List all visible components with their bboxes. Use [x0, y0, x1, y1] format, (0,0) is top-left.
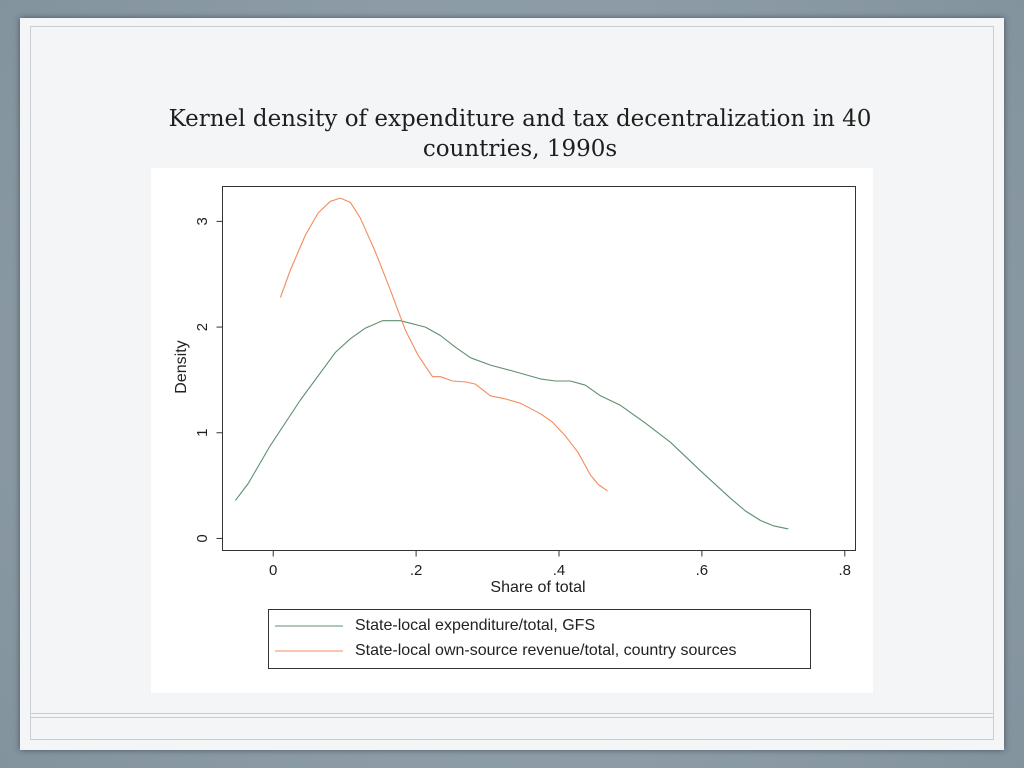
density-chart: 0 .2 .4 .6 .8 0 1 2 3 Density Share of total St…	[173, 186, 856, 669]
slide-title-line-1: Kernel density of expenditure and tax de…	[168, 106, 872, 132]
plot-frame	[222, 186, 856, 551]
x-tick-label: .8	[839, 562, 852, 579]
y-tick-label: 3	[194, 217, 211, 225]
y-tick-label: 2	[194, 323, 211, 331]
slide-title-line-2: countries, 1990s	[422, 136, 618, 162]
legend-label-expenditure: State-local expenditure/total, GFS	[355, 617, 595, 634]
y-axis-title: Density	[173, 340, 190, 393]
plot-lines	[234, 197, 789, 530]
slide-border	[30, 26, 994, 740]
legend: State-local expenditure/total, GFS State…	[268, 609, 811, 669]
x-tick-label: .6	[696, 562, 709, 579]
x-tick-label: .2	[410, 562, 423, 579]
x-tick-label: 0	[269, 562, 277, 579]
x-tick-label: .4	[553, 562, 566, 579]
slide: Kernel density of expenditure and tax de…	[20, 18, 1004, 750]
revenue-density-line	[279, 197, 608, 492]
x-axis-title: Share of total	[490, 579, 585, 596]
expenditure-density-line	[234, 320, 789, 530]
slide-footer-rule	[30, 713, 994, 718]
slide-title: Kernel density of expenditure and tax de…	[48, 104, 992, 164]
legend-label-revenue: State-local own-source revenue/total, co…	[355, 642, 737, 659]
y-tick-label: 0	[194, 534, 211, 542]
x-axis: 0 .2 .4 .6 .8	[269, 550, 852, 579]
y-axis: 0 1 2 3	[194, 217, 223, 543]
y-tick-label: 1	[194, 429, 211, 437]
legend-box	[268, 609, 811, 669]
chart-image: 0 .2 .4 .6 .8 0 1 2 3 Density Share of total St…	[151, 168, 873, 693]
